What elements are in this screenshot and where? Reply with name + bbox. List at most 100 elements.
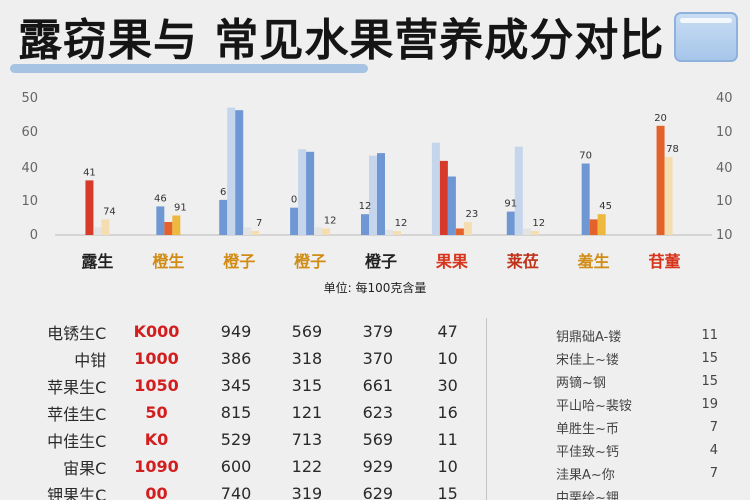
item-value: 7 <box>709 420 718 435</box>
bar-6-3 <box>530 231 539 235</box>
list-item: 两镝~钢 15 <box>556 370 736 393</box>
table-cell: 1050 <box>134 376 179 395</box>
bar-0-2 <box>101 219 110 235</box>
table-cell: 379 <box>362 322 394 341</box>
data-label: 7 <box>256 218 262 229</box>
table-cell: K000 <box>133 322 180 341</box>
table-cell: 15 <box>437 484 458 500</box>
item-value: 11 <box>701 328 718 343</box>
y-tick-label: 0 <box>30 228 38 243</box>
category-label: 露生 <box>81 252 113 271</box>
table-cell: 121 <box>291 403 323 422</box>
table-row: 电锈生C K000 949 569 379 47 <box>12 318 482 345</box>
bar-7-1 <box>589 219 598 235</box>
list-item: 平佳致~钙 4 <box>556 439 736 462</box>
data-label: 41 <box>83 167 96 178</box>
nutrition-table: 电锈生C K000 949 569 379 47 中钳 1000 386 318 370 10 苹果生C… <box>12 318 482 500</box>
data-label: 91 <box>504 199 517 210</box>
category-label: 羞生 <box>577 252 610 271</box>
data-label: 12 <box>324 216 337 227</box>
data-label: 45 <box>599 201 612 212</box>
bar-5-0 <box>431 142 440 235</box>
data-label: 78 <box>666 144 679 155</box>
bar-6-2 <box>522 228 531 235</box>
item-label: 单胜生~币 <box>556 422 619 437</box>
data-label: 23 <box>466 209 479 220</box>
data-label: 91 <box>174 203 187 214</box>
table-row: 苹果生C 1050 345 315 661 30 <box>12 372 482 399</box>
table-cell: 10 <box>437 457 458 476</box>
table-cell: 370 <box>362 349 394 368</box>
bar-1-2 <box>172 215 181 235</box>
list-item: 宋佳上~镂 15 <box>556 347 736 370</box>
item-label: 中栗绘~钾 <box>556 491 619 500</box>
list-item: 单胜生~币 7 <box>556 416 736 439</box>
y-tick-label: 40 <box>21 161 38 176</box>
decorative-panel-icon <box>674 12 738 62</box>
item-label: 平佳致~钙 <box>556 445 619 460</box>
y-tick-label-right: 10 <box>716 194 733 209</box>
item-label: 平山哈~裴铵 <box>556 399 632 414</box>
table-cell: 815 <box>220 403 252 422</box>
bar-0-0 <box>85 180 94 235</box>
table-cell: 11 <box>437 430 458 449</box>
table-cell: 529 <box>220 430 252 449</box>
row-label: 苹果生C <box>47 377 107 397</box>
table-cell: 1090 <box>134 457 179 476</box>
bar-3-1 <box>298 149 307 235</box>
table-cell: 10 <box>437 349 458 368</box>
table-cell: 623 <box>362 403 394 422</box>
list-item: 中栗绘~钾 <box>556 485 736 500</box>
table-cell: 319 <box>291 484 323 500</box>
category-label: 橙子 <box>365 252 397 271</box>
category-label: 苷董 <box>649 252 681 271</box>
table-cell: 713 <box>291 430 323 449</box>
table-row: 苹佳生C 50 815 121 623 16 <box>12 399 482 426</box>
bar-8-1 <box>664 157 673 235</box>
table-row: 钾果生C 00 740 319 629 15 <box>12 480 482 500</box>
list-item: 洼果A~你 7 <box>556 462 736 485</box>
table-cell: 47 <box>437 322 458 341</box>
table-cell: 122 <box>291 457 323 476</box>
list-item: 钥鼎础A-镂 11 <box>556 324 736 347</box>
bar-6-0 <box>506 211 515 235</box>
row-label: 中佳生C <box>47 431 107 451</box>
bar-3-4 <box>322 228 331 235</box>
unit-label: 单位: 每100克含量 <box>323 281 427 295</box>
row-label: 中钳 <box>74 350 107 370</box>
table-cell: 661 <box>362 376 394 395</box>
y-tick-label-right: 40 <box>716 91 733 106</box>
category-label: 橙生 <box>152 252 184 271</box>
y-tick-label: 50 <box>21 91 38 106</box>
bar-2-1 <box>227 107 236 235</box>
table-row: 中钳 1000 386 318 370 10 <box>12 345 482 372</box>
category-label: 莱莅 <box>507 252 539 271</box>
table-row: 中佳生C K0 529 713 569 11 <box>12 426 482 453</box>
item-value: 4 <box>709 443 718 458</box>
table-divider <box>486 318 487 500</box>
item-value: 15 <box>701 351 718 366</box>
category-label: 橙子 <box>223 252 255 271</box>
bar-2-0 <box>219 199 228 235</box>
table-cell: K0 <box>144 430 169 449</box>
row-label: 苹佳生C <box>47 404 107 424</box>
bar-4-4 <box>393 231 401 235</box>
bar-2-4 <box>251 231 260 235</box>
data-label: 20 <box>654 113 667 124</box>
bar-3-3 <box>314 227 323 235</box>
y-tick-label-right: 10 <box>716 228 733 243</box>
title-underline <box>10 64 368 73</box>
table-cell: 386 <box>220 349 252 368</box>
y-tick-label: 60 <box>21 125 38 140</box>
data-label: 46 <box>154 193 167 204</box>
category-label: 橙子 <box>294 252 326 271</box>
bar-7-2 <box>597 214 606 235</box>
bar-8-0 <box>656 125 665 235</box>
nutrition-bar-chart: 0 10 40 60 50 10 10 40 10 40 41 74 露生 46 91 橙生 6 7 橙子 0 12 橙子… <box>21 91 733 271</box>
bar-5-3 <box>455 228 464 235</box>
item-label: 两镝~钢 <box>556 376 606 391</box>
bar-4-1 <box>369 155 377 235</box>
table-cell: 949 <box>220 322 252 341</box>
bar-0-1 <box>93 227 102 235</box>
data-label: 6 <box>220 187 226 198</box>
